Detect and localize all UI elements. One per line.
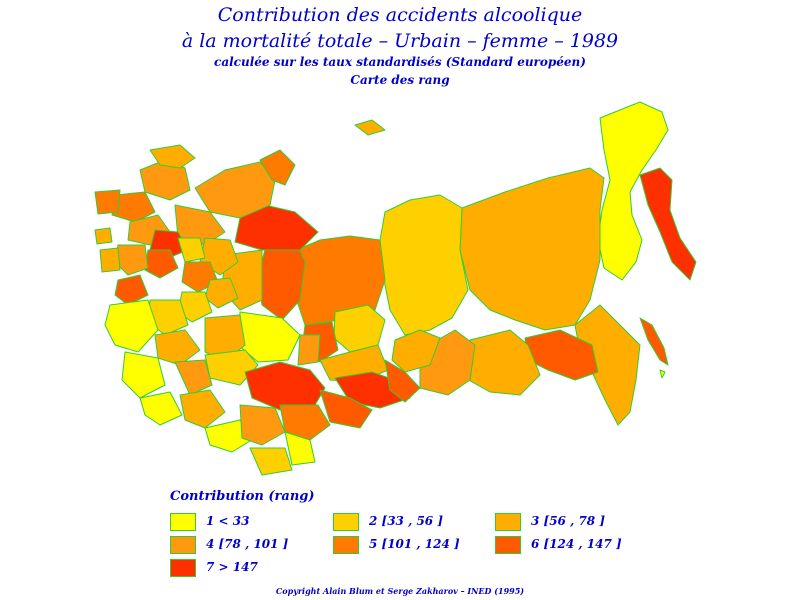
region-kamchatka [597, 101, 669, 281]
region-novaya-zemlya [354, 119, 386, 136]
region-ukraine-belarus [104, 299, 159, 353]
legend-swatch [170, 536, 196, 554]
region-central-asia-a [239, 404, 286, 446]
region-yakutia [459, 167, 605, 331]
region-west-a [94, 189, 121, 215]
legend-swatch [333, 536, 359, 554]
region-koryak [639, 167, 697, 281]
legend-swatch [495, 536, 521, 554]
legend-label: 5 [101 , 124 ] [369, 537, 460, 551]
legend-label: 3 [56 , 78 ] [531, 514, 605, 528]
region-murmansk [149, 144, 196, 169]
region-kaliningrad [94, 227, 113, 245]
map-subtitle: à la mortalité totale – Urbain – femme –… [181, 30, 619, 52]
legend-title: Contribution (rang) [170, 489, 315, 504]
legend-swatch [333, 513, 359, 531]
region-kemerovo [384, 359, 421, 403]
legend-label: 7 > 147 [206, 560, 258, 574]
region-central-asia-c [249, 447, 293, 476]
legend-swatch [170, 559, 196, 577]
region-krasnoyarsk [379, 194, 469, 336]
region-central-asia-b [284, 431, 316, 466]
legend-label: 2 [33 , 56 ] [369, 514, 443, 528]
region-kurgan [297, 334, 321, 366]
region-krasnodar [139, 391, 183, 426]
region-south-b [319, 389, 373, 429]
legend-swatch [170, 513, 196, 531]
region-west-b [99, 247, 121, 273]
region-caucasus-a [179, 389, 226, 429]
region-komi [234, 204, 319, 251]
region-rostov [121, 351, 166, 399]
region-sverdlovsk [257, 239, 306, 321]
region-volgograd [154, 329, 201, 366]
copyright-note: Copyright Alain Blum et Serge Zakharov –… [275, 586, 525, 596]
legend-label: 6 [124 , 147 ] [531, 537, 622, 551]
region-kurils [659, 369, 666, 379]
region-arkhangelsk [194, 161, 276, 219]
region-irkutsk [391, 329, 441, 373]
region-yaroslavl [177, 237, 206, 263]
region-south-a [244, 361, 326, 411]
region-south-c [279, 404, 331, 441]
legend-swatch [495, 513, 521, 531]
region-west-c [114, 274, 149, 306]
region-tyumen [291, 235, 386, 326]
map-title: Contribution des accidents alcoolique [217, 4, 583, 26]
region-nenets [259, 149, 296, 186]
legend-label: 4 [78 , 101 ] [206, 537, 289, 551]
region-sakhalin [639, 317, 669, 366]
legend-label: 1 < 33 [206, 514, 250, 528]
region-astrakhan [174, 359, 213, 396]
map-type-label: Carte des rang [350, 73, 450, 87]
map-method-note: calculée sur les taux standardisés (Stan… [214, 55, 586, 69]
